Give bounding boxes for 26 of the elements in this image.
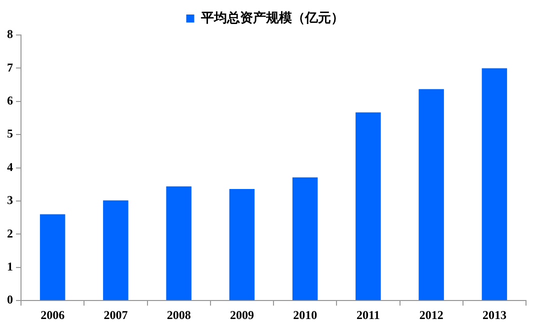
bar <box>482 68 508 300</box>
x-tick-label: 2013 <box>482 308 506 322</box>
x-tick-label: 2008 <box>166 308 191 322</box>
x-tick-label: 2011 <box>356 308 380 322</box>
y-tick-label: 5 <box>7 126 13 141</box>
bar <box>229 189 255 300</box>
legend-label: 平均总资产规模（亿元） <box>200 10 344 25</box>
x-tick-label: 2006 <box>40 308 65 322</box>
x-tick-label: 2007 <box>104 308 128 322</box>
y-tick-label: 3 <box>7 193 13 208</box>
x-tick-label: 2009 <box>230 308 254 322</box>
x-tick-label: 2010 <box>293 308 318 322</box>
y-tick-label: 7 <box>7 60 13 74</box>
y-tick-label: 1 <box>7 259 13 274</box>
bar <box>292 177 318 300</box>
bar <box>40 214 66 300</box>
y-tick-label: 8 <box>7 27 13 42</box>
y-tick-label: 6 <box>7 93 13 108</box>
bar <box>418 89 444 300</box>
bar <box>166 186 192 300</box>
bar <box>356 112 381 300</box>
y-tick-label: 2 <box>7 226 13 240</box>
bar <box>103 200 128 300</box>
x-tick-label: 2012 <box>419 308 444 322</box>
y-tick-label: 0 <box>7 292 13 307</box>
y-tick-label: 4 <box>7 160 13 174</box>
